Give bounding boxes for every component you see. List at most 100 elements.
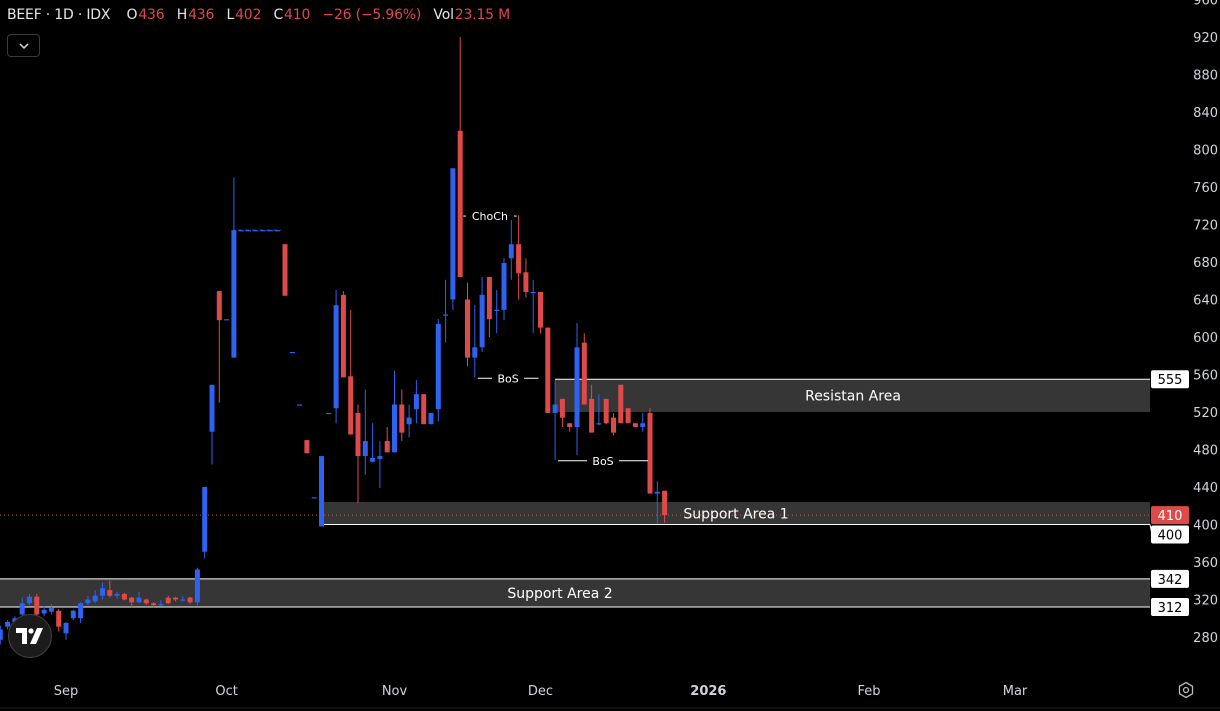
candle-body[interactable] bbox=[326, 412, 332, 415]
candle-body[interactable] bbox=[151, 603, 157, 606]
price-axis-tag[interactable] bbox=[1151, 598, 1189, 616]
candle-body[interactable] bbox=[443, 314, 449, 316]
candle-body[interactable] bbox=[41, 609, 47, 614]
symbol-title[interactable]: BEEF · 1D · IDX bbox=[7, 7, 111, 23]
candle-body[interactable] bbox=[231, 230, 237, 358]
candle-body[interactable] bbox=[311, 497, 317, 499]
candle-body[interactable] bbox=[158, 604, 164, 606]
candle-body[interactable] bbox=[27, 596, 32, 604]
candle-body[interactable] bbox=[165, 597, 171, 604]
candle-body[interactable] bbox=[618, 384, 624, 424]
candle-body[interactable] bbox=[224, 319, 230, 321]
zone-box[interactable] bbox=[555, 379, 1150, 412]
candle-body[interactable] bbox=[486, 277, 492, 320]
candle-body[interactable] bbox=[187, 597, 193, 603]
candle-body[interactable] bbox=[479, 294, 485, 348]
candle-body[interactable] bbox=[574, 347, 580, 427]
candle-body[interactable] bbox=[253, 230, 259, 232]
candle-body[interactable] bbox=[136, 597, 142, 603]
price-axis-tag[interactable] bbox=[1151, 525, 1189, 544]
candle-body[interactable] bbox=[180, 599, 186, 601]
candle-body[interactable] bbox=[428, 412, 434, 425]
price-axis-tag[interactable] bbox=[1151, 370, 1189, 389]
candle-body[interactable] bbox=[246, 230, 251, 232]
candle-body[interactable] bbox=[392, 404, 397, 453]
candle-body[interactable] bbox=[662, 490, 668, 516]
candle-body[interactable] bbox=[348, 376, 354, 435]
candle-body[interactable] bbox=[282, 244, 288, 296]
candle-body[interactable] bbox=[209, 384, 215, 432]
candle-body[interactable] bbox=[603, 398, 609, 424]
price-axis[interactable] bbox=[1150, 0, 1220, 675]
candle-body[interactable] bbox=[297, 404, 303, 406]
candle-body[interactable] bbox=[19, 603, 25, 615]
candle-body[interactable] bbox=[0, 629, 3, 640]
candle-body[interactable] bbox=[370, 457, 376, 462]
candle-body[interactable] bbox=[559, 398, 565, 418]
candle-body[interactable] bbox=[340, 294, 346, 378]
candle-body[interactable] bbox=[362, 441, 368, 457]
candle-body[interactable] bbox=[494, 309, 500, 312]
candle-body[interactable] bbox=[114, 593, 120, 596]
candle-body[interactable] bbox=[530, 292, 536, 294]
candle-body[interactable] bbox=[640, 423, 646, 427]
candle-body[interactable] bbox=[450, 168, 456, 300]
candle-body[interactable] bbox=[143, 599, 149, 604]
candle-body[interactable] bbox=[85, 599, 91, 604]
candle-body[interactable] bbox=[377, 456, 383, 459]
candle-body[interactable] bbox=[275, 230, 281, 232]
candle-body[interactable] bbox=[267, 230, 273, 232]
candle-body[interactable] bbox=[552, 404, 558, 413]
candle-body[interactable] bbox=[589, 398, 595, 433]
candle-body[interactable] bbox=[56, 610, 62, 627]
candle-body[interactable] bbox=[435, 323, 441, 410]
candle-body[interactable] bbox=[100, 588, 105, 596]
candle-body[interactable] bbox=[413, 394, 419, 410]
zone-box[interactable] bbox=[321, 502, 1151, 525]
candle-body[interactable] bbox=[567, 423, 573, 427]
candle-body[interactable] bbox=[319, 456, 324, 527]
candle-body[interactable] bbox=[194, 569, 200, 603]
candle-body[interactable] bbox=[508, 244, 514, 259]
candle-body[interactable] bbox=[216, 291, 222, 321]
candle-body[interactable] bbox=[333, 305, 339, 409]
candle-body[interactable] bbox=[48, 607, 54, 612]
candle-body[interactable] bbox=[516, 244, 522, 274]
candle-body[interactable] bbox=[129, 597, 135, 603]
candle-body[interactable] bbox=[538, 292, 543, 328]
candle-body[interactable] bbox=[457, 130, 463, 277]
candle-body[interactable] bbox=[34, 596, 40, 615]
candle-body[interactable] bbox=[384, 441, 390, 453]
candle-body[interactable] bbox=[70, 610, 76, 619]
candle-body[interactable] bbox=[581, 342, 587, 405]
candle-body[interactable] bbox=[173, 597, 178, 600]
collapse-legend-button[interactable] bbox=[7, 34, 40, 57]
candle-body[interactable] bbox=[92, 595, 98, 602]
price-axis-tag[interactable] bbox=[1151, 569, 1189, 588]
candle-body[interactable] bbox=[399, 404, 405, 433]
candle-body[interactable] bbox=[421, 394, 427, 425]
candle-body[interactable] bbox=[523, 272, 529, 292]
candle-body[interactable] bbox=[472, 347, 478, 358]
candle-body[interactable] bbox=[107, 590, 113, 596]
candle-body[interactable] bbox=[202, 487, 208, 552]
tradingview-logo[interactable] bbox=[8, 614, 52, 658]
candle-body[interactable] bbox=[545, 327, 551, 413]
candle-body[interactable] bbox=[304, 440, 310, 454]
candle-body[interactable] bbox=[611, 417, 616, 433]
candle-body[interactable] bbox=[632, 423, 638, 427]
candle-body[interactable] bbox=[465, 299, 470, 358]
candle-body[interactable] bbox=[654, 491, 660, 494]
price-axis-tag[interactable] bbox=[1151, 506, 1189, 525]
candle-body[interactable] bbox=[260, 230, 266, 232]
candle-body[interactable] bbox=[63, 622, 69, 634]
candle-body[interactable] bbox=[78, 603, 84, 619]
candle-body[interactable] bbox=[406, 417, 412, 425]
candle-body[interactable] bbox=[647, 412, 653, 494]
candle-body[interactable] bbox=[501, 262, 507, 310]
candle-body[interactable] bbox=[355, 412, 361, 457]
candle-body[interactable] bbox=[5, 622, 11, 627]
candle-body[interactable] bbox=[596, 423, 602, 425]
candle-body[interactable] bbox=[121, 593, 127, 600]
candle-body[interactable] bbox=[289, 352, 295, 354]
